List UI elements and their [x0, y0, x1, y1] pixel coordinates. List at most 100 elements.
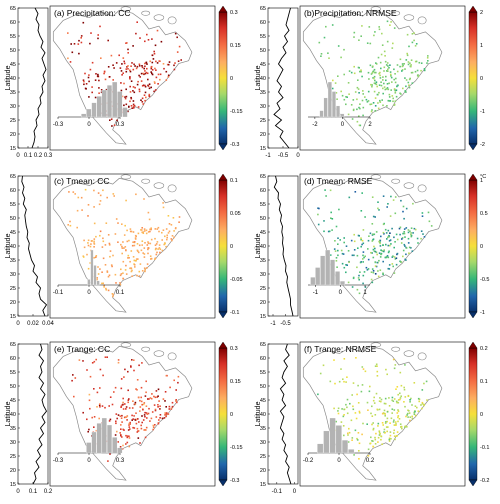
panel-title: (e) Trange: CC [54, 344, 110, 354]
map-point [394, 81, 397, 84]
map-point [430, 225, 433, 227]
map-point [176, 51, 179, 53]
map-frame [299, 5, 466, 151]
map-point [131, 244, 134, 247]
map-point [359, 124, 362, 127]
map-point [403, 401, 405, 403]
map-point [382, 223, 385, 226]
map-point [362, 251, 365, 253]
map-point [127, 389, 129, 392]
map-point [116, 119, 118, 122]
map-point [356, 439, 359, 441]
map-point [91, 362, 94, 364]
map-point [370, 110, 373, 113]
map-point [120, 70, 123, 72]
map-point [378, 84, 381, 86]
map-point [411, 415, 413, 418]
map-point [367, 71, 370, 74]
map-point [144, 436, 147, 439]
map-point [352, 382, 355, 384]
map-point [141, 66, 144, 69]
map-point [122, 397, 124, 400]
map-point [177, 381, 179, 384]
map-point [387, 244, 390, 247]
map-point [356, 254, 359, 257]
map-point [341, 408, 343, 410]
hist-bar [330, 259, 336, 286]
map-point [133, 369, 135, 372]
map-point [364, 216, 366, 218]
map-point [87, 242, 89, 244]
profile-ytick-label: 65 [260, 342, 266, 348]
map-point [388, 100, 391, 102]
map-point [106, 356, 108, 358]
map-point [126, 435, 129, 437]
map-point [88, 393, 91, 396]
colorbar-tick-label: 0 [480, 76, 483, 82]
map-point [138, 90, 141, 93]
map-point [177, 375, 180, 378]
map-point [375, 231, 378, 233]
map-point [396, 401, 398, 404]
map-point [136, 389, 138, 391]
map-point [340, 90, 342, 93]
map-point [378, 408, 381, 411]
map-point [378, 259, 380, 262]
map-point [393, 409, 396, 411]
map-point [409, 62, 411, 64]
map-point [334, 82, 337, 84]
map-point [335, 420, 337, 423]
map-point [139, 406, 142, 408]
map-point [387, 70, 389, 72]
map-point [117, 222, 119, 224]
map-point [405, 415, 407, 418]
map-point [151, 393, 153, 395]
hist-bar [335, 425, 342, 454]
map-point [111, 293, 114, 295]
map-point [407, 416, 409, 418]
map-point [357, 88, 360, 90]
map-point [362, 114, 364, 117]
map-point [150, 238, 153, 241]
map-point [368, 78, 370, 80]
colorbar-tick-label: -0.1 [230, 310, 239, 316]
map-point [133, 241, 136, 243]
panel-title: (f) Trange: NRMSE [304, 344, 377, 354]
map-point [114, 273, 117, 276]
hist-xtick-label: -2 [312, 122, 318, 128]
map-point [388, 250, 390, 253]
map-point [393, 78, 395, 81]
map-point [370, 436, 372, 439]
map-point [125, 443, 127, 445]
map-point [364, 370, 367, 373]
map-point [339, 239, 341, 241]
hist-xtick-label: -0.3 [53, 458, 64, 464]
map-point [164, 414, 166, 416]
map-point [388, 264, 391, 266]
map-point [129, 423, 131, 425]
map-point [394, 258, 397, 260]
map-point [170, 224, 173, 226]
map-point [145, 405, 148, 407]
map-point [165, 245, 167, 248]
map-point [379, 269, 382, 271]
map-point [161, 417, 164, 420]
map-point [394, 421, 397, 423]
profile-frame [17, 175, 49, 317]
map-point [393, 68, 395, 71]
map-point [107, 39, 109, 42]
map-point [353, 249, 356, 251]
profile-ytick-label: 50 [10, 48, 16, 54]
map-point [351, 394, 353, 396]
map-point [129, 76, 131, 78]
profile-ytick-label: 65 [260, 174, 266, 180]
map-point [340, 421, 343, 423]
map-point [406, 412, 409, 415]
map-point [143, 402, 146, 404]
map-point [122, 57, 125, 59]
map-point [357, 402, 360, 404]
map-frame [49, 5, 216, 151]
map-point [133, 63, 135, 66]
map-point [133, 415, 135, 417]
